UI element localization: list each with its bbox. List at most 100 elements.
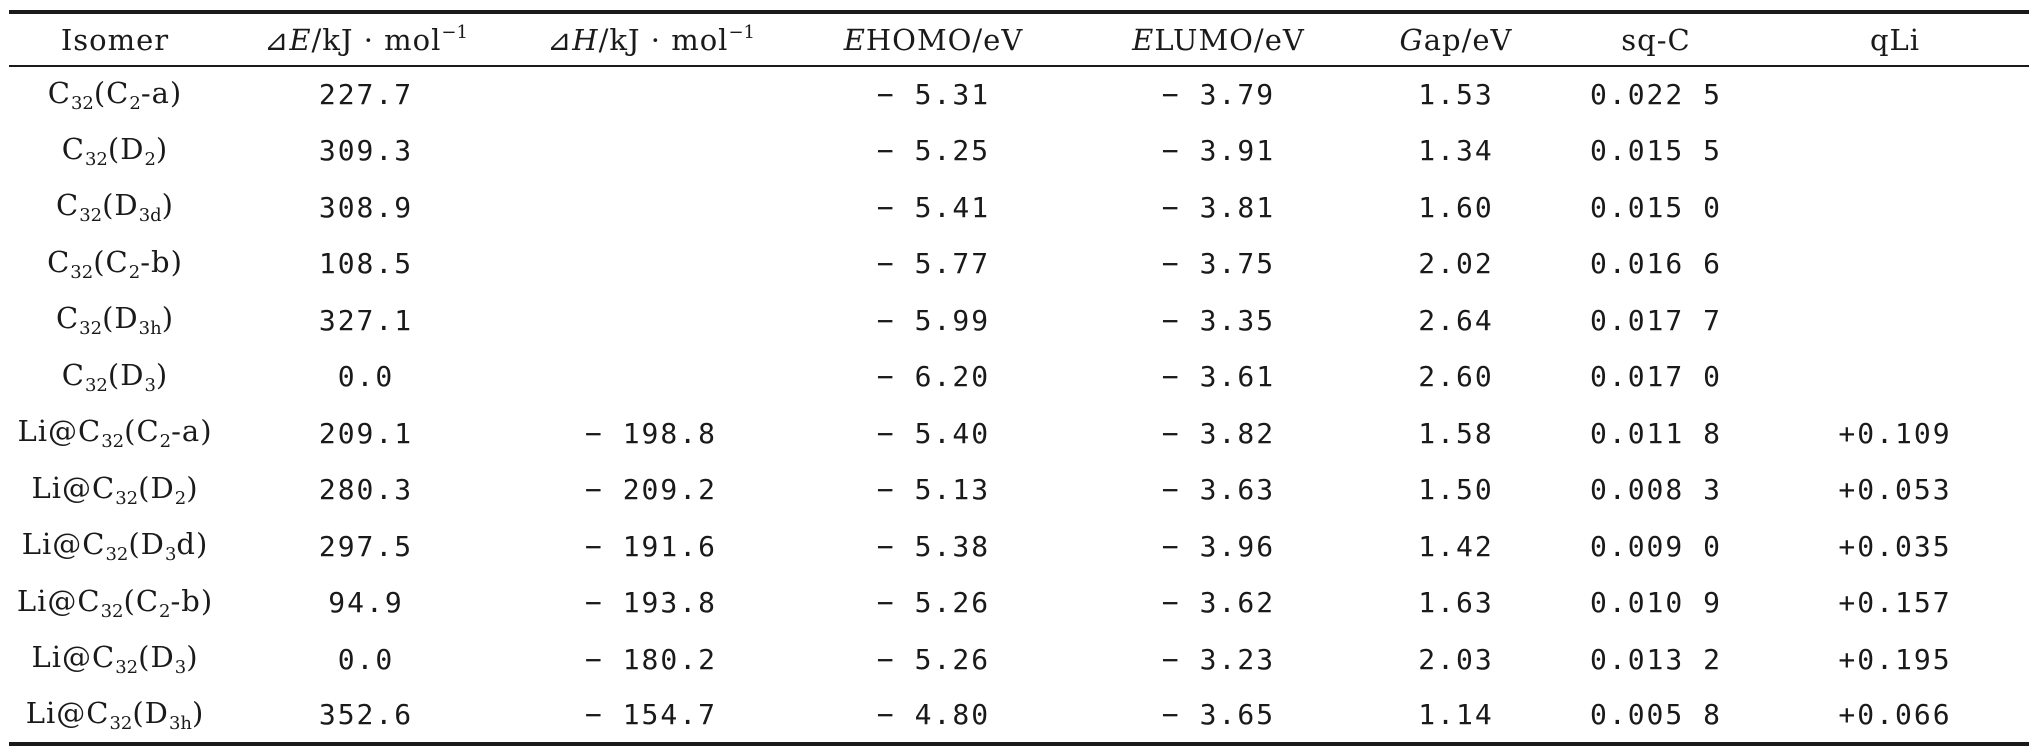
isomer-sym-open: ( bbox=[102, 188, 115, 223]
isomer-sym: C bbox=[135, 583, 160, 618]
table-header-row: Isomer ⊿E/kJ · mol−1 ⊿H/kJ · mol−1 EHOMO… bbox=[9, 12, 2029, 66]
cell-sq-c: 0.013 2 bbox=[1589, 642, 1722, 676]
isomer-prefix: Li@ bbox=[17, 414, 79, 449]
isomer-sym-open: ( bbox=[128, 527, 141, 562]
cell-q-li bbox=[1761, 236, 2029, 293]
isomer-sym: C bbox=[136, 414, 160, 449]
isomer-sym: D bbox=[140, 527, 165, 562]
isomer-sym-tail: -a bbox=[140, 75, 170, 110]
isomer-sym-close: ) bbox=[200, 583, 214, 618]
isomer-sym: D bbox=[114, 188, 139, 223]
cell-delta-h: − 191.6 bbox=[584, 529, 717, 563]
isomer-sym-sub: 3 bbox=[164, 544, 177, 566]
isomer-sym: D bbox=[150, 470, 175, 505]
isomer-sym-close: ) bbox=[155, 131, 169, 166]
table-row: Li@C32(D2) 280.3 − 209.2 − 5.13 − 3.63 1… bbox=[9, 462, 2029, 519]
cell-isomer: Li@C32(C2-b) bbox=[9, 575, 221, 632]
isomer-sym-close: ) bbox=[186, 470, 199, 505]
cell-delta-e: 309.3 bbox=[318, 134, 414, 168]
isomer-base: C bbox=[55, 301, 80, 336]
isomer-sym-sub: 3 bbox=[144, 374, 156, 396]
cell-homo: − 5.26 bbox=[876, 642, 991, 676]
header-gap-unit: ap/eV bbox=[1423, 22, 1513, 57]
isomer-sym-close: ) bbox=[195, 527, 209, 562]
cell-delta-h bbox=[511, 179, 791, 236]
header-lumo-unit: LUMO/eV bbox=[1154, 22, 1305, 57]
isomer-sym-tail: d bbox=[176, 527, 196, 562]
cell-lumo: − 3.35 bbox=[1161, 303, 1276, 337]
cell-lumo: − 3.65 bbox=[1161, 698, 1276, 732]
cell-lumo: − 3.82 bbox=[1161, 416, 1276, 450]
isomer-sym-close: ) bbox=[200, 414, 213, 449]
isomer-sym-open: ( bbox=[124, 414, 137, 449]
cell-isomer: Li@C32(D3h) bbox=[9, 688, 221, 745]
isomer-sym-open: ( bbox=[138, 640, 151, 675]
isomer-sym-open: ( bbox=[107, 131, 121, 166]
cell-delta-h: − 193.8 bbox=[584, 586, 717, 620]
isomer-sym-open: ( bbox=[138, 470, 151, 505]
data-table-container: Isomer ⊿E/kJ · mol−1 ⊿H/kJ · mol−1 EHOMO… bbox=[9, 10, 2029, 746]
isomer-prefix: Li@ bbox=[25, 695, 87, 730]
isomer-sym-open: ( bbox=[93, 75, 107, 110]
cell-q-li bbox=[1761, 66, 2029, 123]
header-homo: EHOMO/eV bbox=[791, 12, 1076, 66]
cell-delta-e: 352.6 bbox=[318, 698, 414, 732]
cell-q-li: +0.066 bbox=[1838, 698, 1952, 732]
cell-isomer: Li@C32(D3d) bbox=[9, 518, 221, 575]
isomer-base: C bbox=[47, 244, 71, 279]
isomer-sym-open: ( bbox=[132, 695, 145, 730]
cell-lumo: − 3.62 bbox=[1161, 586, 1276, 620]
isomer-sym-sub: 3d bbox=[138, 205, 162, 227]
cell-q-li bbox=[1761, 349, 2029, 406]
cell-q-li: +0.195 bbox=[1838, 642, 1952, 676]
cell-delta-h bbox=[511, 66, 791, 123]
isomer-sym: D bbox=[144, 695, 169, 730]
cell-gap: 1.63 bbox=[1418, 586, 1494, 620]
isomer-sym-close: ) bbox=[155, 357, 169, 392]
cell-delta-e: 108.5 bbox=[318, 247, 414, 281]
cell-q-li: +0.035 bbox=[1838, 529, 1952, 563]
table-row: C32(D3) 0.0 − 6.20 − 3.61 2.60 0.017 0 bbox=[9, 349, 2029, 406]
isomer-sym-sub: 2 bbox=[129, 92, 141, 114]
isomer-base-sub: 32 bbox=[79, 205, 103, 227]
cell-delta-e: 0.0 bbox=[337, 360, 395, 394]
isomer-sym-tail: -b bbox=[140, 244, 171, 279]
isomer-base: C bbox=[55, 188, 80, 223]
isomer-sym-close: ) bbox=[186, 640, 199, 675]
cell-delta-h bbox=[511, 349, 791, 406]
isomer-sym-sub: 3h bbox=[168, 712, 192, 734]
isomer-sym-sub: 2 bbox=[159, 600, 171, 622]
isomer-prefix: Li@ bbox=[31, 640, 93, 675]
cell-gap: 2.60 bbox=[1418, 360, 1494, 394]
cell-gap: 2.03 bbox=[1418, 642, 1494, 676]
cell-delta-h: − 180.2 bbox=[584, 642, 717, 676]
cell-gap: 1.14 bbox=[1418, 698, 1494, 732]
cell-sq-c: 0.010 9 bbox=[1589, 586, 1722, 620]
header-delta-h: ⊿H/kJ · mol−1 bbox=[511, 12, 791, 66]
header-delta-h-var: H bbox=[572, 23, 599, 57]
header-gap-var: G bbox=[1399, 22, 1424, 57]
delta-symbol: ⊿ bbox=[264, 23, 290, 57]
isomer-base: C bbox=[92, 640, 116, 675]
cell-q-li: +0.053 bbox=[1838, 473, 1952, 507]
delta-symbol: ⊿ bbox=[546, 23, 573, 57]
cell-gap: 1.58 bbox=[1418, 416, 1494, 450]
header-isomer: Isomer bbox=[60, 22, 170, 57]
table-body: C32(C2-a) 227.7 − 5.31 − 3.79 1.53 0.022… bbox=[9, 66, 2029, 744]
header-gap: Gap/eV bbox=[1361, 12, 1551, 66]
cell-homo: − 5.77 bbox=[876, 247, 991, 281]
isomer-base-sub: 32 bbox=[115, 657, 139, 679]
table-row: Li@C32(C2-a) 209.1 − 198.8 − 5.40 − 3.82… bbox=[9, 405, 2029, 462]
isomer-base: C bbox=[77, 583, 101, 618]
header-homo-unit: HOMO/eV bbox=[865, 22, 1024, 57]
cell-lumo: − 3.75 bbox=[1161, 247, 1276, 281]
isomer-sym-sub: 3h bbox=[138, 318, 162, 340]
isomer-sym-tail: -b bbox=[170, 583, 201, 618]
header-delta-h-unit: /kJ · mol bbox=[598, 23, 729, 57]
isomer-base-sub: 32 bbox=[84, 374, 108, 396]
cell-sq-c: 0.015 0 bbox=[1589, 190, 1722, 224]
cell-delta-h: − 154.7 bbox=[584, 698, 717, 732]
isomer-sym-close: ) bbox=[161, 188, 174, 223]
cell-delta-e: 209.1 bbox=[318, 416, 414, 450]
isomer-sym: D bbox=[150, 640, 175, 675]
